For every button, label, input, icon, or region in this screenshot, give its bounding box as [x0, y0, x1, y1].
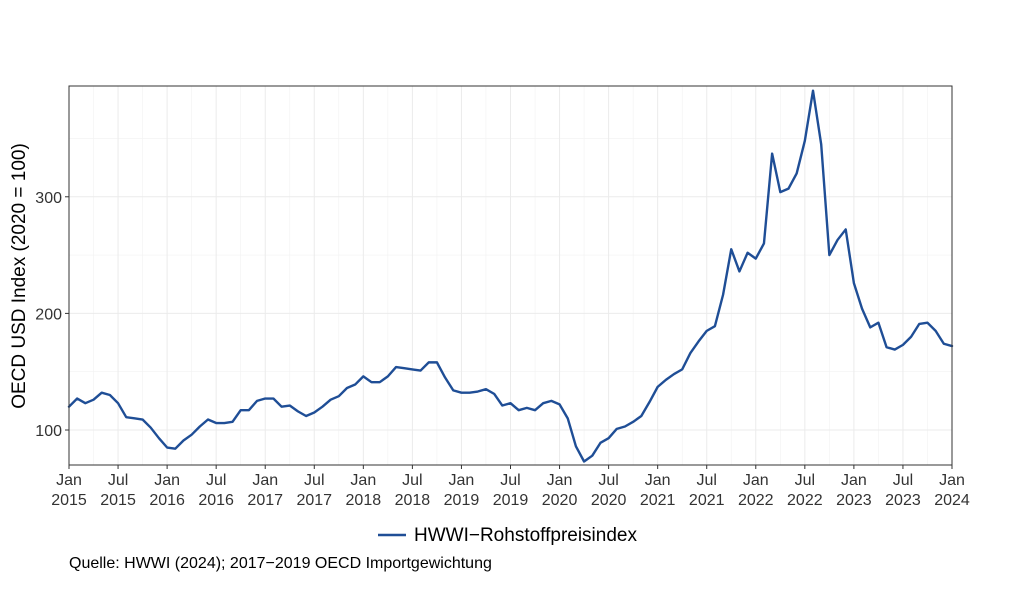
x-tick-label-month: Jan: [743, 472, 769, 489]
x-tick-label-year: 2020: [542, 492, 578, 509]
x-tick-label-year: 2024: [934, 492, 970, 509]
x-tick-label-month: Jan: [252, 472, 278, 489]
y-axis-title: OECD USD Index (2020 = 100): [9, 143, 30, 409]
x-tick-label-year: 2016: [198, 492, 234, 509]
x-tick-label-month: Jan: [939, 472, 965, 489]
x-tick-label-year: 2018: [346, 492, 382, 509]
x-tick-label-month: Jul: [795, 472, 815, 489]
x-tick-label-month: Jul: [304, 472, 324, 489]
x-tick-label-year: 2015: [51, 492, 87, 509]
x-tick-label-year: 2017: [296, 492, 332, 509]
series-line-hwwi: [67, 89, 954, 463]
axes: Jan 2015 Jul 2015 Jan 2016 Jul 2016 Jan 2017 Jul 20…: [35, 190, 970, 509]
x-tick-label-year: 2022: [787, 492, 823, 509]
x-tick-label-year: 2022: [738, 492, 774, 509]
y-tick-label: 100: [35, 423, 62, 440]
x-tick-label-month: Jan: [154, 472, 180, 489]
x-tick-label-month: Jul: [500, 472, 520, 489]
x-tick-label-month: Jan: [547, 472, 573, 489]
x-tick-label-year: 2023: [885, 492, 921, 509]
x-tick-label-year: 2015: [100, 492, 136, 509]
x-tick-label-year: 2020: [591, 492, 627, 509]
x-tick-label-year: 2019: [444, 492, 480, 509]
y-tick-label: 200: [35, 306, 62, 323]
x-tick-label-month: Jan: [350, 472, 376, 489]
x-tick-label-month: Jan: [645, 472, 671, 489]
x-tick-label-year: 2019: [493, 492, 529, 509]
legend: HWWI−Rohstoffpreisindex: [378, 525, 637, 546]
legend-label-hwwi: HWWI−Rohstoffpreisindex: [414, 525, 637, 546]
x-tick-label-month: Jul: [206, 472, 226, 489]
x-tick-label-year: 2021: [689, 492, 725, 509]
x-tick-label-year: 2018: [395, 492, 431, 509]
series-layer: [67, 89, 954, 463]
x-tick-label-month: Jul: [108, 472, 128, 489]
x-tick-label-month: Jan: [56, 472, 82, 489]
x-tick-label-year: 2016: [149, 492, 185, 509]
x-tick-label-year: 2017: [247, 492, 283, 509]
x-tick-label-month: Jul: [598, 472, 618, 489]
x-tick-label-month: Jan: [841, 472, 867, 489]
x-tick-label-month: Jan: [449, 472, 475, 489]
x-tick-label-month: Jul: [893, 472, 913, 489]
x-tick-label-month: Jul: [402, 472, 422, 489]
x-tick-label-month: Jul: [696, 472, 716, 489]
x-tick-label-year: 2023: [836, 492, 872, 509]
x-tick-label-year: 2021: [640, 492, 676, 509]
source-note: Quelle: HWWI (2024); 2017−2019 OECD Impo…: [69, 555, 492, 572]
y-tick-label: 300: [35, 190, 62, 207]
